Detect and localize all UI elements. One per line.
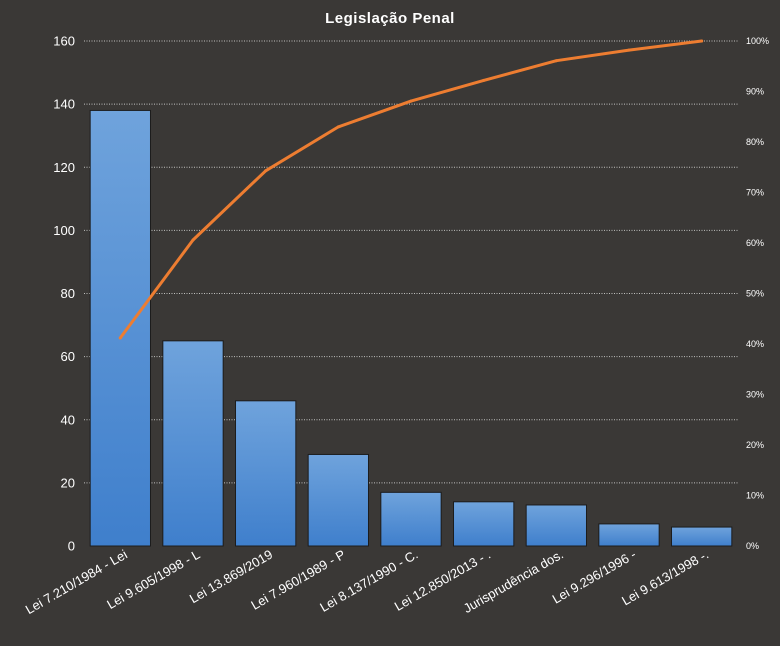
cumulative-point-9	[700, 39, 704, 43]
bar-4	[307, 453, 369, 547]
cumulative-point-7	[554, 59, 558, 63]
cumulative-line-group	[118, 39, 704, 340]
y2-tick-label: 40%	[746, 339, 764, 349]
y2-tick-label: 60%	[746, 238, 764, 248]
cumulative-point-3	[264, 169, 268, 173]
bars	[89, 109, 733, 547]
y-tick-label: 160	[53, 34, 75, 49]
cumulative-point-1	[118, 336, 122, 340]
cumulative-point-6	[482, 78, 486, 82]
bar-8	[598, 523, 660, 547]
y2-tick-label: 100%	[746, 36, 769, 46]
bar-3	[235, 400, 297, 547]
y2-tick-label: 70%	[746, 188, 764, 198]
y-tick-label: 100	[53, 223, 75, 238]
gridlines	[84, 40, 738, 484]
bar-2	[162, 340, 224, 547]
cumulative-point-2	[191, 238, 195, 242]
bar-1	[89, 109, 151, 547]
chart-title: Legislação Penal	[325, 10, 455, 27]
y-tick-label: 140	[53, 97, 75, 112]
y-tick-label: 60	[61, 349, 75, 364]
bar-6	[453, 501, 515, 547]
y2-tick-label: 80%	[746, 137, 764, 147]
y-axis-left: 0 20 40 60 80 100 120 140 160	[53, 34, 75, 554]
y-tick-label: 0	[68, 539, 75, 554]
y-tick-label: 40	[61, 412, 75, 427]
y-tick-label: 80	[61, 286, 75, 301]
y2-tick-label: 50%	[746, 289, 764, 299]
y-tick-label: 120	[53, 160, 75, 175]
y-axis-right: 0% 10% 20% 30% 40% 50% 60% 70% 80% 90% 100%	[746, 36, 769, 551]
cumulative-point-8	[627, 48, 631, 52]
y2-tick-label: 10%	[746, 491, 764, 501]
y2-tick-label: 30%	[746, 390, 764, 400]
bar-5	[380, 491, 442, 547]
y2-tick-label: 20%	[746, 440, 764, 450]
cumulative-point-4	[336, 125, 340, 129]
y2-tick-label: 0%	[746, 541, 759, 551]
bar-7	[525, 504, 587, 547]
y-tick-label: 20	[61, 475, 75, 490]
cumulative-point-5	[409, 99, 413, 103]
bar-9	[671, 526, 733, 547]
y2-tick-label: 90%	[746, 87, 764, 97]
